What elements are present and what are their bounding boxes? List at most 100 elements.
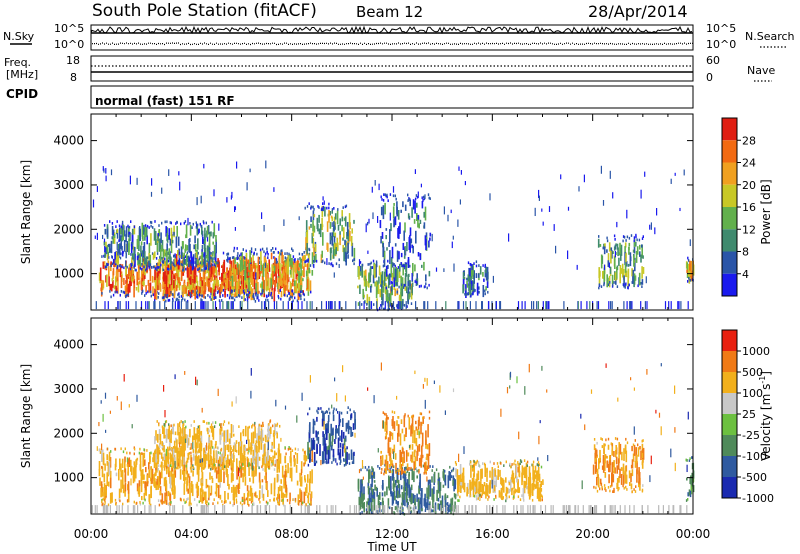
power-data-cell bbox=[298, 278, 300, 288]
power-scatter-cell bbox=[452, 235, 454, 240]
vel-data-cell bbox=[299, 488, 301, 499]
vel-data-cell bbox=[171, 447, 174, 458]
vel-data-cell bbox=[203, 457, 206, 465]
vel-data-cell bbox=[541, 498, 543, 502]
power-data-cell bbox=[612, 251, 614, 254]
power-data-cell bbox=[394, 268, 397, 281]
vel-data-cell bbox=[120, 470, 122, 478]
power-data-cell bbox=[216, 278, 218, 287]
power-data-cell bbox=[234, 277, 237, 291]
vel-data-cell bbox=[454, 501, 456, 509]
vel-data-cell bbox=[102, 449, 104, 453]
vel-data-cell bbox=[395, 486, 398, 498]
power-data-cell bbox=[151, 252, 154, 255]
vel-scatter-cell bbox=[426, 378, 428, 386]
power-data-cell bbox=[141, 250, 144, 263]
power-data-cell bbox=[159, 238, 162, 250]
power-scatter-cell bbox=[411, 273, 413, 282]
power-data-cell bbox=[427, 193, 430, 196]
vel-data-cell bbox=[237, 483, 240, 493]
vel-data-cell bbox=[392, 416, 394, 429]
vel-data-cell bbox=[122, 477, 124, 489]
power-data-cell bbox=[221, 299, 223, 302]
y-tick-label: 4000 bbox=[53, 134, 84, 148]
vel-data-cell bbox=[219, 423, 221, 427]
vel-data-cell bbox=[118, 488, 121, 499]
power-data-cell bbox=[236, 267, 238, 275]
vel-data-cell bbox=[381, 455, 384, 465]
power-data-cell bbox=[633, 238, 636, 248]
vel-data-cell bbox=[189, 466, 192, 470]
power-scatter-cell bbox=[298, 216, 300, 221]
vel-data-cell bbox=[217, 484, 220, 499]
power-scatter-cell bbox=[263, 225, 265, 232]
vel-data-cell bbox=[312, 426, 315, 434]
vel-data-cell bbox=[688, 459, 691, 462]
vel-data-cell bbox=[246, 485, 249, 492]
vel-data-cell bbox=[189, 428, 191, 438]
power-data-cell bbox=[146, 235, 148, 245]
vel-data-cell bbox=[133, 461, 136, 466]
power-data-cell bbox=[336, 237, 339, 250]
vel-data-cell bbox=[180, 445, 182, 457]
vel-data-cell bbox=[236, 466, 238, 480]
power-data-cell bbox=[382, 199, 385, 202]
vel-data-cell bbox=[122, 450, 125, 454]
vel-data-cell bbox=[450, 501, 453, 512]
vel-data-cell bbox=[390, 465, 393, 469]
vel-data-cell bbox=[303, 462, 305, 467]
power-data-cell bbox=[239, 294, 241, 298]
power-data-cell bbox=[190, 261, 192, 275]
power-data-cell bbox=[266, 247, 268, 251]
power-data-cell bbox=[207, 225, 210, 235]
power-scatter-cell bbox=[313, 263, 315, 269]
power-data-cell bbox=[182, 297, 184, 300]
power-data-cell bbox=[318, 228, 321, 235]
power-data-cell bbox=[412, 245, 414, 254]
vel-data-cell bbox=[431, 476, 433, 483]
vel-data-cell bbox=[309, 422, 311, 434]
power-data-cell bbox=[112, 258, 115, 264]
vel-data-cell bbox=[401, 428, 404, 434]
vel-data-cell bbox=[440, 500, 443, 514]
vel-data-cell bbox=[437, 481, 440, 494]
power-data-cell bbox=[161, 244, 163, 252]
power-ground-cell bbox=[309, 301, 311, 310]
power-data-cell bbox=[297, 283, 300, 294]
vel-data-cell bbox=[252, 431, 255, 444]
vel-data-cell bbox=[262, 468, 264, 471]
power-scatter-cell bbox=[644, 171, 646, 177]
power-data-cell bbox=[417, 214, 420, 220]
vel-data-cell bbox=[163, 445, 165, 453]
power-data-cell bbox=[233, 298, 236, 302]
vel-data-cell bbox=[154, 478, 156, 488]
power-data-cell bbox=[344, 216, 347, 227]
power-data-cell bbox=[179, 281, 181, 286]
vel-data-cell bbox=[132, 467, 135, 479]
vel-data-cell bbox=[133, 452, 135, 456]
power-data-cell bbox=[352, 259, 354, 263]
power-data-cell bbox=[195, 252, 198, 258]
power-data-cell bbox=[623, 275, 625, 288]
vel-data-cell bbox=[190, 487, 193, 493]
power-data-cell bbox=[295, 280, 298, 294]
vel-data-cell bbox=[143, 452, 146, 459]
power-ground-cell bbox=[589, 301, 591, 310]
vel-data-cell bbox=[198, 434, 200, 442]
vel-data-cell bbox=[206, 427, 209, 432]
power-data-cell bbox=[240, 275, 243, 290]
vel-data-cell bbox=[370, 500, 373, 514]
vel-data-cell bbox=[186, 457, 189, 463]
power-data-cell bbox=[484, 265, 486, 268]
vel-data-cell bbox=[157, 461, 159, 465]
power-data-cell bbox=[104, 245, 106, 253]
vel-data-cell bbox=[332, 414, 335, 422]
power-data-cell bbox=[182, 269, 185, 276]
vel-data-cell bbox=[354, 419, 356, 430]
power-data-cell bbox=[228, 296, 231, 300]
vel-data-cell bbox=[167, 464, 169, 467]
power-data-cell bbox=[294, 296, 296, 300]
power-data-cell bbox=[174, 253, 176, 257]
vel-data-cell bbox=[526, 482, 528, 490]
power-data-cell bbox=[288, 252, 290, 256]
